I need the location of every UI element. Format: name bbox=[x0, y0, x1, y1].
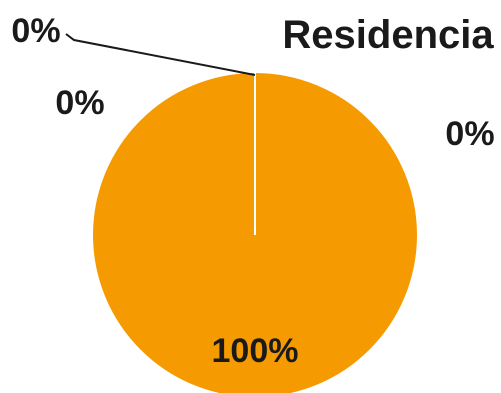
data-label-slice-3: 0% bbox=[445, 115, 494, 153]
chart-title: Residencia bbox=[282, 13, 494, 57]
leader-line bbox=[66, 34, 255, 75]
data-label-slice-2: 0% bbox=[55, 84, 104, 122]
data-label-slice-4: 100% bbox=[212, 332, 299, 370]
data-label-slice-1: 0% bbox=[11, 12, 60, 50]
